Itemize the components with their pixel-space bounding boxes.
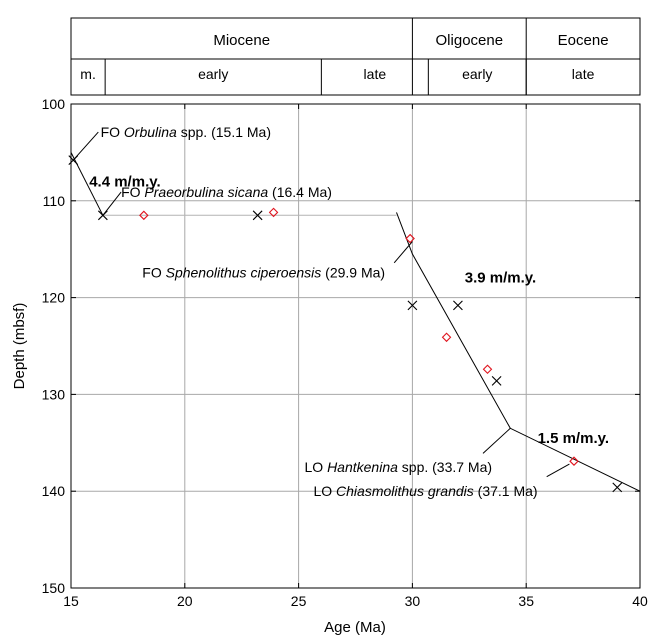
annotation-leader [546,463,570,478]
datum-prefix: FO [121,184,144,200]
annotation-leader [102,191,122,216]
epoch-label: Eocene [558,32,609,49]
band-frame [70,17,641,96]
datum-annotation: FO Praeorbulina sicana (16.4 Ma) [121,184,332,200]
stage-label: late [572,66,595,82]
x-tick-label: 25 [291,593,307,609]
diamond-marker [441,332,452,343]
diamond-marker [139,210,149,221]
datum-age: (37.1 Ma) [474,483,538,499]
datum-prefix: LO [313,483,336,499]
y-tick-label: 110 [43,193,66,209]
diamond-marker [482,364,493,375]
rate-label: 3.9 m/m.y. [465,269,536,286]
diamond-marker [405,233,415,244]
datum-prefix: FO [101,124,124,140]
cross-marker [252,210,263,221]
axis-ticks: 15 20 25 30 35 40 100 110 120 130 140 150 [42,96,648,609]
datum-age: spp. (33.7 Ma) [398,459,492,475]
y-tick-label: 100 [42,96,66,112]
datum-prefix: LO [304,459,327,475]
rate-line [396,212,641,492]
datum-taxon: Chiasmolithus grandis [336,483,474,499]
annotation-labels: FO Orbulina spp. (15.1 Ma)FO Praeorbulin… [89,124,609,499]
rate-label: 1.5 m/m.y. [538,430,609,447]
x-tick-label: 30 [405,593,421,609]
datum-taxon: Praeorbulina sicana [144,184,268,200]
diamond-marker [569,456,579,466]
datum-prefix: FO [142,264,165,280]
datum-taxon: Hantkenina [327,459,398,475]
x-axis-title: Age (Ma) [324,619,386,636]
datum-taxon: Sphenolithus ciperoensis [166,264,322,280]
cross-marker [97,210,108,221]
y-axis-title: Depth (mbsf) [11,303,28,390]
datum-age: (29.9 Ma) [321,264,385,280]
rate-label: 4.4 m/m.y. [89,173,160,190]
y-tick-label: 140 [42,483,66,499]
datum-age: spp. (15.1 Ma) [177,124,271,140]
y-tick-label: 120 [42,290,66,306]
annotation-leader [393,241,413,264]
x-tick-label: 15 [63,593,79,609]
x-tick-label: 40 [632,593,648,609]
annotation-leader [482,427,511,454]
chronostratigraphy-band: Miocene Oligocene Eocene m. early late early la… [70,17,641,96]
cross-marker [612,482,623,493]
epoch-label: Oligocene [436,32,504,49]
stage-label: early [462,66,492,82]
grid-lines [71,104,640,588]
datum-annotation: FO Sphenolithus ciperoensis (29.9 Ma) [142,264,385,280]
datum-taxon: Orbulina [124,124,177,140]
cross-marker [68,155,79,166]
plot-frame [70,103,641,589]
stage-label: m. [80,66,96,82]
diamond-marker [268,207,279,218]
stage-label: late [364,66,387,82]
y-tick-label: 150 [42,580,66,596]
x-tick-label: 20 [177,593,193,609]
datum-annotation: LO Hantkenina spp. (33.7 Ma) [304,459,492,475]
datum-annotation: LO Chiasmolithus grandis (37.1 Ma) [313,483,537,499]
stage-label: early [198,66,228,82]
datum-age: (16.4 Ma) [268,184,332,200]
datum-annotation: FO Orbulina spp. (15.1 Ma) [101,124,271,140]
datum-markers [68,155,623,493]
epoch-label: Miocene [213,32,270,49]
cross-marker [491,375,502,386]
x-tick-label: 35 [518,593,534,609]
cross-marker [453,300,463,311]
cross-marker [407,300,418,311]
y-tick-label: 130 [42,386,66,402]
